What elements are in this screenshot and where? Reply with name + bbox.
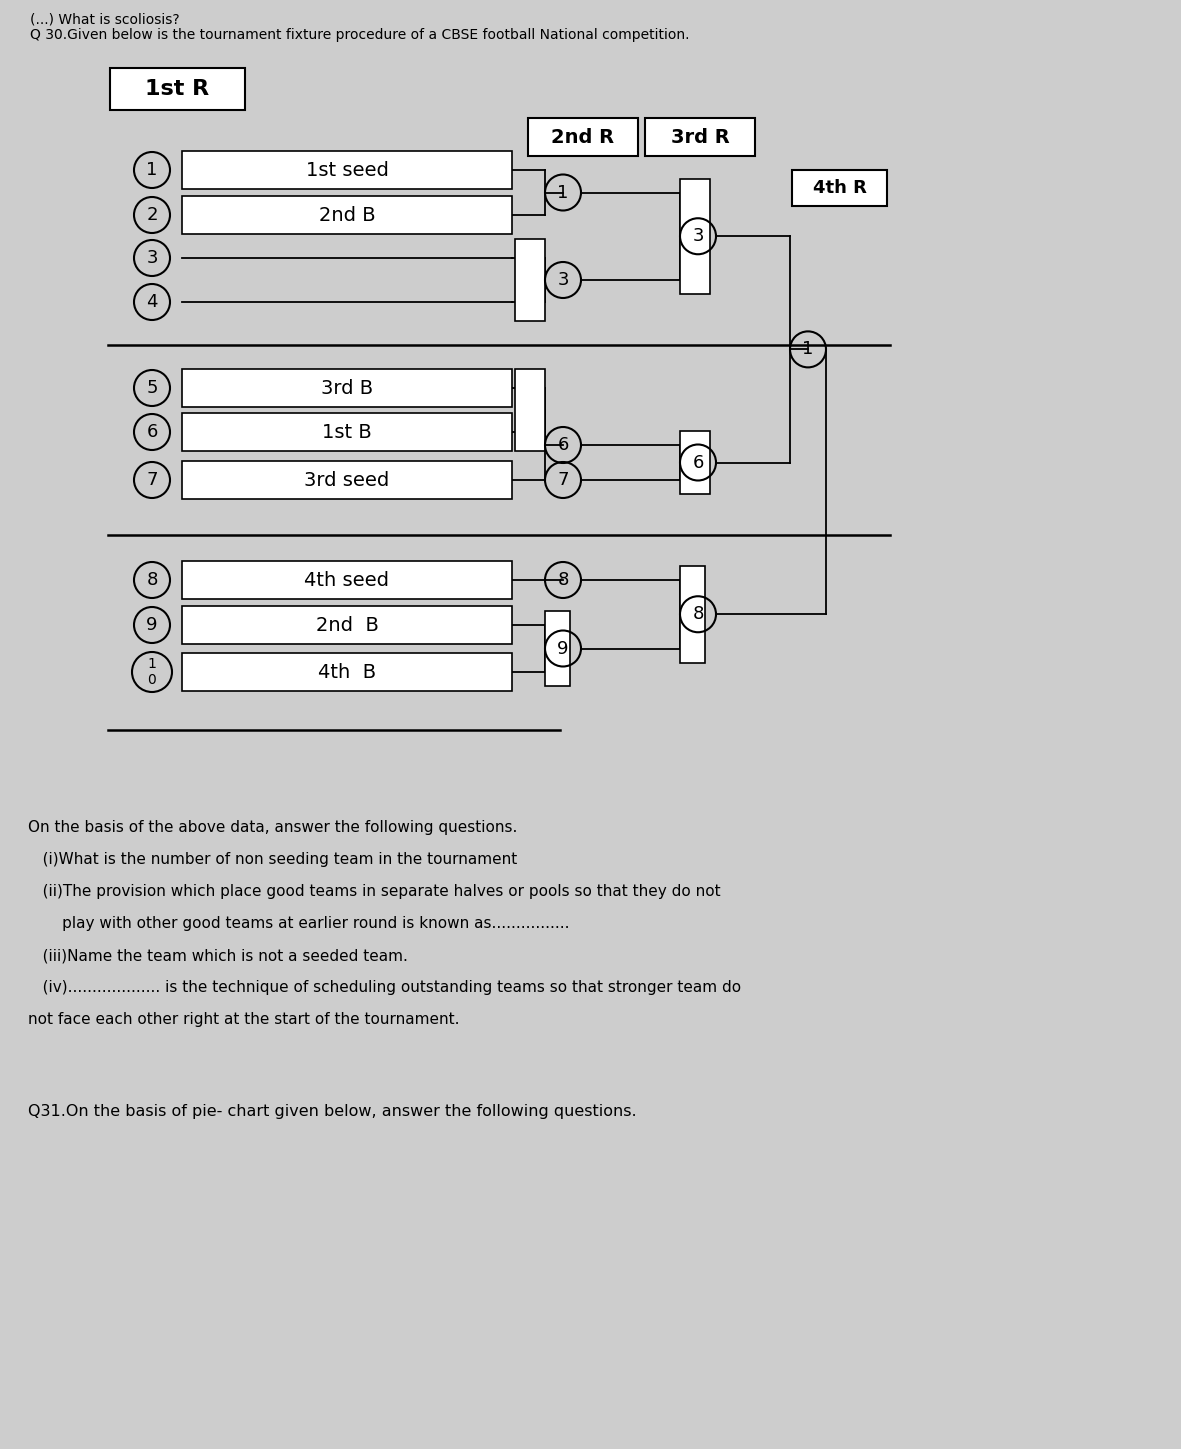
Text: 4th  B: 4th B: [318, 662, 376, 681]
Text: 3: 3: [146, 249, 158, 267]
Text: 2: 2: [146, 206, 158, 225]
Text: 6: 6: [692, 454, 704, 471]
Bar: [792, 170, 887, 206]
Bar: [544, 611, 570, 685]
Text: 1: 1: [146, 161, 158, 180]
Bar: [110, 68, 244, 110]
Bar: [182, 413, 513, 451]
Text: 3: 3: [692, 227, 704, 245]
Text: 7: 7: [146, 471, 158, 488]
Text: 9: 9: [146, 616, 158, 635]
Text: Q 30.Given below is the tournament fixture procedure of a CBSE football National: Q 30.Given below is the tournament fixtu…: [30, 28, 690, 42]
Text: 1st seed: 1st seed: [306, 161, 389, 180]
Text: 6: 6: [146, 423, 158, 440]
Text: 1
0: 1 0: [148, 656, 156, 687]
Text: 3rd R: 3rd R: [671, 128, 730, 146]
Text: 4th R: 4th R: [813, 180, 867, 197]
Text: 8: 8: [146, 571, 158, 588]
Text: 9: 9: [557, 639, 569, 658]
Text: Q31.On the basis of pie- chart given below, answer the following questions.: Q31.On the basis of pie- chart given bel…: [28, 1104, 637, 1119]
Text: 8: 8: [692, 606, 704, 623]
Text: 1: 1: [557, 184, 569, 201]
Bar: [645, 117, 755, 156]
Text: (iii)Name the team which is not a seeded team.: (iii)Name the team which is not a seeded…: [28, 948, 407, 964]
Bar: [182, 653, 513, 691]
Text: 2nd B: 2nd B: [319, 206, 376, 225]
Bar: [515, 369, 544, 451]
Bar: [182, 561, 513, 598]
Text: 7: 7: [557, 471, 569, 488]
Text: (iv)................... is the technique of scheduling outstanding teams so that: (iv)................... is the technique…: [28, 980, 742, 995]
Bar: [528, 117, 638, 156]
Text: 1: 1: [802, 341, 814, 358]
Text: 8: 8: [557, 571, 569, 588]
Bar: [182, 606, 513, 643]
Bar: [182, 196, 513, 233]
Text: (...) What is scoliosis?: (...) What is scoliosis?: [30, 12, 180, 26]
Text: 3: 3: [557, 271, 569, 288]
Text: 1st R: 1st R: [145, 80, 209, 99]
Text: 1st B: 1st B: [322, 423, 372, 442]
Text: 4: 4: [146, 293, 158, 312]
Text: 3rd seed: 3rd seed: [305, 471, 390, 490]
Text: 5: 5: [146, 380, 158, 397]
Bar: [182, 369, 513, 407]
Bar: [680, 178, 710, 294]
Text: play with other good teams at earlier round is known as................: play with other good teams at earlier ro…: [28, 916, 569, 932]
Text: 6: 6: [557, 436, 569, 454]
Bar: [680, 430, 710, 494]
Text: (ii)The provision which place good teams in separate halves or pools so that the: (ii)The provision which place good teams…: [28, 884, 720, 898]
Text: On the basis of the above data, answer the following questions.: On the basis of the above data, answer t…: [28, 820, 517, 835]
Bar: [182, 461, 513, 498]
Text: 3rd B: 3rd B: [321, 378, 373, 397]
Text: (i)What is the number of non seeding team in the tournament: (i)What is the number of non seeding tea…: [28, 852, 517, 867]
Bar: [515, 239, 544, 322]
Text: 2nd R: 2nd R: [552, 128, 614, 146]
Bar: [182, 151, 513, 188]
Text: 4th seed: 4th seed: [305, 571, 390, 590]
Text: 2nd  B: 2nd B: [315, 616, 378, 635]
Text: not face each other right at the start of the tournament.: not face each other right at the start o…: [28, 1011, 459, 1027]
Bar: [680, 567, 705, 662]
